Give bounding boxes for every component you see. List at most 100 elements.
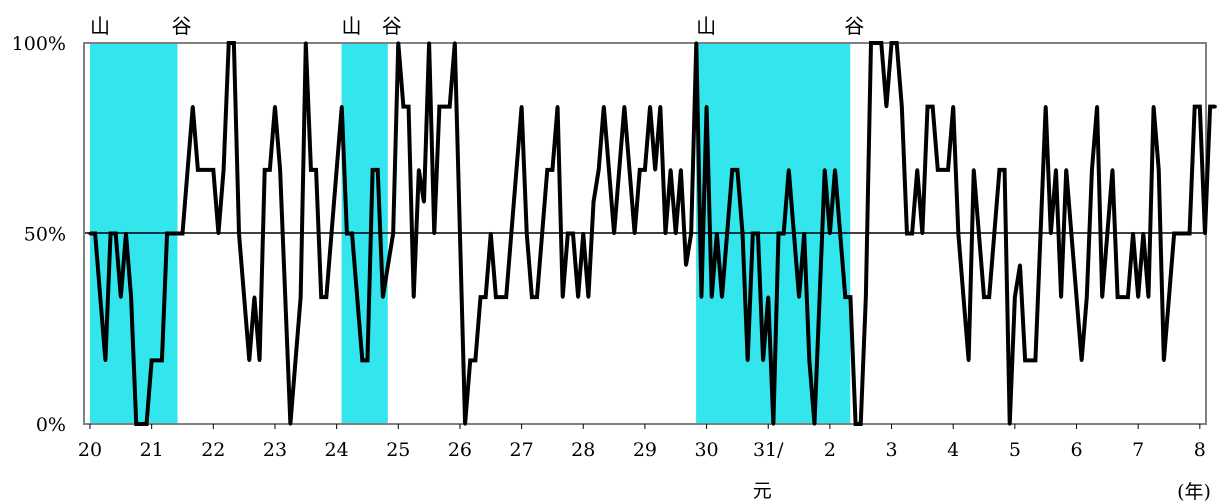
x-tick-label: 20 [78, 439, 102, 461]
data-point [555, 105, 560, 109]
data-point [1167, 295, 1171, 299]
data-point [247, 358, 251, 362]
data-point [735, 168, 740, 172]
data-point [1208, 105, 1212, 109]
data-point [1105, 231, 1109, 236]
data-point [602, 105, 606, 109]
data-point [473, 358, 477, 362]
data-point [951, 105, 955, 109]
data-point [350, 231, 354, 236]
data-point [381, 295, 385, 299]
data-point [93, 231, 97, 236]
x-tick-label: 5 [1009, 439, 1021, 461]
data-point [237, 231, 241, 236]
x-tick-label: 2 [824, 439, 836, 461]
data-point [1080, 358, 1084, 362]
data-point [689, 231, 693, 236]
data-point [211, 168, 215, 172]
data-point [191, 105, 195, 109]
data-point [946, 168, 950, 172]
data-point [1013, 295, 1017, 299]
x-tick-label: 23 [263, 439, 287, 461]
data-point [376, 168, 380, 172]
data-point [597, 168, 601, 172]
data-point [833, 168, 837, 172]
data-point [653, 168, 657, 172]
data-point [489, 231, 493, 236]
data-point [422, 200, 426, 204]
data-point [103, 358, 108, 362]
data-point [124, 231, 128, 236]
peak-label-1: 山 [90, 14, 110, 38]
data-point [1023, 358, 1027, 362]
data-point [180, 231, 185, 236]
data-point [1213, 105, 1217, 109]
data-point [535, 295, 539, 299]
data-point [221, 168, 226, 172]
data-point [699, 295, 704, 299]
data-point [504, 295, 508, 299]
x-tick-label: 24 [325, 439, 349, 461]
x-tick-label: 29 [633, 439, 657, 461]
data-point [956, 231, 960, 236]
data-point [499, 295, 503, 299]
data-point [1136, 295, 1140, 299]
x-tick-label: 28 [571, 439, 595, 461]
data-point [216, 231, 221, 236]
data-point [746, 358, 750, 362]
data-point [607, 168, 611, 172]
data-point [263, 168, 267, 172]
data-point [273, 105, 277, 109]
data-point [1064, 168, 1068, 172]
data-point [581, 231, 585, 236]
data-point [468, 358, 472, 362]
data-point [720, 295, 724, 299]
data-point [345, 231, 349, 236]
data-point [787, 168, 791, 172]
data-point [201, 168, 205, 172]
data-point [1182, 231, 1187, 236]
data-point [406, 105, 411, 109]
data-point [633, 231, 637, 236]
x-tick-label: 30 [694, 439, 718, 461]
data-point [591, 200, 596, 204]
trough-label-2: 谷 [382, 14, 402, 38]
data-point [1008, 422, 1012, 426]
data-point [848, 295, 853, 299]
data-point [766, 295, 770, 299]
x-tick-label: 8 [1194, 439, 1206, 461]
data-point [365, 358, 370, 362]
data-point [257, 358, 262, 362]
x-tick-label: 31/ [753, 439, 784, 461]
data-point [1151, 105, 1156, 109]
data-point [175, 231, 179, 236]
x-tick-label: 21 [140, 439, 164, 461]
data-point [941, 168, 945, 172]
data-point [617, 168, 621, 172]
data-point [843, 295, 847, 299]
data-point [576, 295, 580, 299]
data-point [494, 295, 498, 299]
x-tick-label: 25 [386, 439, 410, 461]
data-point [144, 422, 149, 426]
x-axis: 20 21 22 23 24 25 26 27 28 29 30 31/元2 3 4 5 6 7 8 [78, 424, 1206, 502]
data-point [401, 105, 406, 109]
data-point [227, 41, 231, 45]
data-point [961, 295, 966, 299]
data-point [915, 168, 919, 172]
data-point [329, 231, 334, 236]
data-point [242, 295, 246, 299]
data-point [1044, 105, 1048, 109]
data-point [530, 295, 534, 299]
data-point [874, 41, 878, 45]
data-point [838, 231, 842, 236]
data-point [396, 41, 400, 45]
x-tick-label: 6 [1070, 439, 1082, 461]
data-point [360, 358, 364, 362]
x-tick-label: 7 [1132, 439, 1144, 461]
data-point [1146, 295, 1151, 299]
data-point [1049, 231, 1053, 236]
data-point [139, 422, 143, 426]
data-point [751, 231, 755, 236]
data-point [1187, 231, 1192, 236]
